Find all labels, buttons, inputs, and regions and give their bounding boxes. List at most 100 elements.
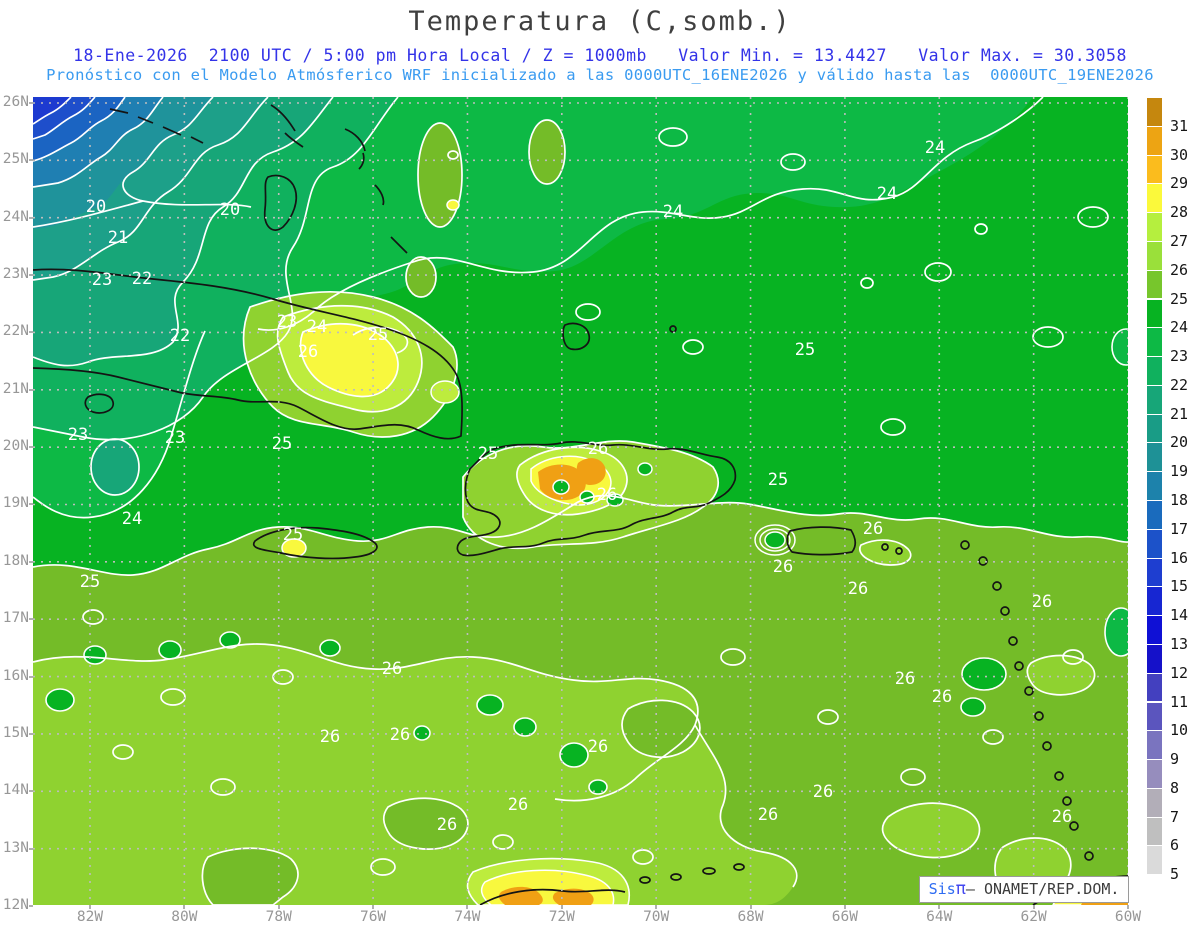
lat-label: 12N: [2, 896, 29, 913]
colorbar-value: 23: [1170, 347, 1189, 366]
lat-label: 15N: [2, 724, 29, 741]
contour-label: 21: [108, 228, 128, 248]
lon-tick: [938, 905, 941, 909]
lon-tick: [372, 905, 375, 909]
contour-label: 22: [170, 326, 190, 346]
colorbar-value: 25: [1170, 289, 1189, 308]
lon-label: 80W: [171, 909, 198, 925]
colorbar-value: 19: [1170, 462, 1189, 481]
lat-label: 17N: [2, 610, 29, 627]
colorbar-value: 27: [1170, 231, 1189, 250]
page-title: Temperatura (C,somb.): [408, 6, 792, 37]
colorbar-cell: [1146, 787, 1163, 818]
contour-label: 24: [122, 509, 142, 529]
lat-tick: [29, 675, 33, 678]
colorbar-cell: [1146, 759, 1163, 789]
lat-tick: [29, 847, 33, 850]
colorbar-cell: [1146, 643, 1163, 674]
colorbar-cell: [1146, 327, 1163, 358]
colorbar-cell: [1146, 730, 1163, 761]
colorbar-value: 30: [1170, 145, 1189, 164]
hispaniola-coastline: [456, 441, 737, 557]
lat-label: 13N: [2, 839, 29, 856]
lat-tick: [29, 446, 33, 449]
colorbar-cell: [1146, 442, 1163, 473]
colorbar-cell: [1146, 154, 1163, 185]
colorbar-value: 21: [1170, 404, 1189, 423]
coastlines: [33, 104, 1128, 905]
colorbar-cell: [1146, 500, 1163, 530]
colorbar-value: 18: [1170, 491, 1189, 509]
contour-label: 22: [132, 269, 152, 289]
cuba-coastline: [33, 268, 463, 440]
colorbar-value: 11: [1170, 692, 1189, 711]
graticule: [33, 97, 1128, 905]
contour-label: 25: [768, 470, 788, 490]
colorbar-cell: [1146, 672, 1163, 703]
lat-label: 22N: [2, 323, 29, 340]
lon-tick: [843, 905, 846, 909]
colorbar-cell: [1146, 97, 1163, 127]
contour-label: 24: [877, 184, 897, 204]
contour-label: 26: [382, 659, 402, 679]
contour-label: 26: [932, 687, 952, 707]
lon-tick: [1032, 905, 1035, 909]
lat-tick: [29, 274, 33, 277]
colorbar-cell: [1146, 874, 1163, 904]
lat-label: 14N: [2, 782, 29, 799]
colorbar-cell: [1146, 212, 1163, 242]
contour-label: 26: [813, 782, 833, 802]
colorbar-cell: [1146, 471, 1163, 501]
lon-tick: [466, 905, 469, 909]
lat-tick: [29, 732, 33, 735]
colorbar-value: 8: [1170, 778, 1180, 797]
lat-label: 26N: [2, 94, 29, 110]
lon-label: 78W: [265, 909, 292, 925]
contour-label: 25: [283, 525, 303, 545]
contour-label: 20: [86, 197, 106, 217]
lat-label: 16N: [2, 667, 29, 684]
lon-tick: [183, 905, 186, 909]
lon-tick: [560, 905, 563, 909]
colorbar-cell: [1146, 356, 1163, 386]
colorbar-value: 5: [1170, 865, 1180, 884]
contour-label: 23: [165, 428, 185, 448]
colorbar-value: 20: [1170, 433, 1189, 452]
colorbar-value: 7: [1170, 807, 1180, 826]
contour-label: 26: [298, 342, 318, 362]
colorbar-value: 31: [1170, 116, 1189, 135]
contour-label: 24: [663, 202, 683, 222]
lon-label: 74W: [454, 909, 481, 925]
colorbar-cell: [1146, 183, 1163, 214]
lon-label: 76W: [359, 909, 387, 925]
lat-tick: [29, 216, 33, 219]
colorbar-cell: [1146, 816, 1163, 847]
lon-tick: [749, 905, 752, 909]
lat-tick: [29, 618, 33, 621]
contour-label: 26: [508, 795, 528, 815]
contour-label: 25: [478, 444, 498, 464]
contour-label: 26: [1052, 807, 1072, 827]
lat-label: 19N: [2, 495, 29, 512]
lat-tick: [29, 790, 33, 793]
puerto-rico-coastline: [786, 526, 857, 556]
lat-label: 21N: [2, 380, 29, 397]
lat-tick: [29, 388, 33, 391]
lon-tick: [655, 905, 658, 909]
contour-label: 26: [588, 737, 608, 757]
jamaica-coastline: [252, 526, 378, 560]
lon-tick: [89, 905, 91, 909]
contour-label: 24: [925, 138, 945, 158]
colorbar-value: 28: [1170, 203, 1189, 222]
contour-label: 26: [437, 815, 457, 835]
lon-label: 70W: [643, 909, 670, 925]
contour-label: 23: [68, 425, 88, 445]
colorbar-cell: [1146, 586, 1163, 617]
contour-label: 26: [390, 725, 410, 745]
lon-label: 64W: [926, 909, 953, 925]
contour-label: 25: [80, 572, 100, 592]
contour-label: 24: [307, 317, 327, 337]
lat-tick: [29, 560, 33, 563]
